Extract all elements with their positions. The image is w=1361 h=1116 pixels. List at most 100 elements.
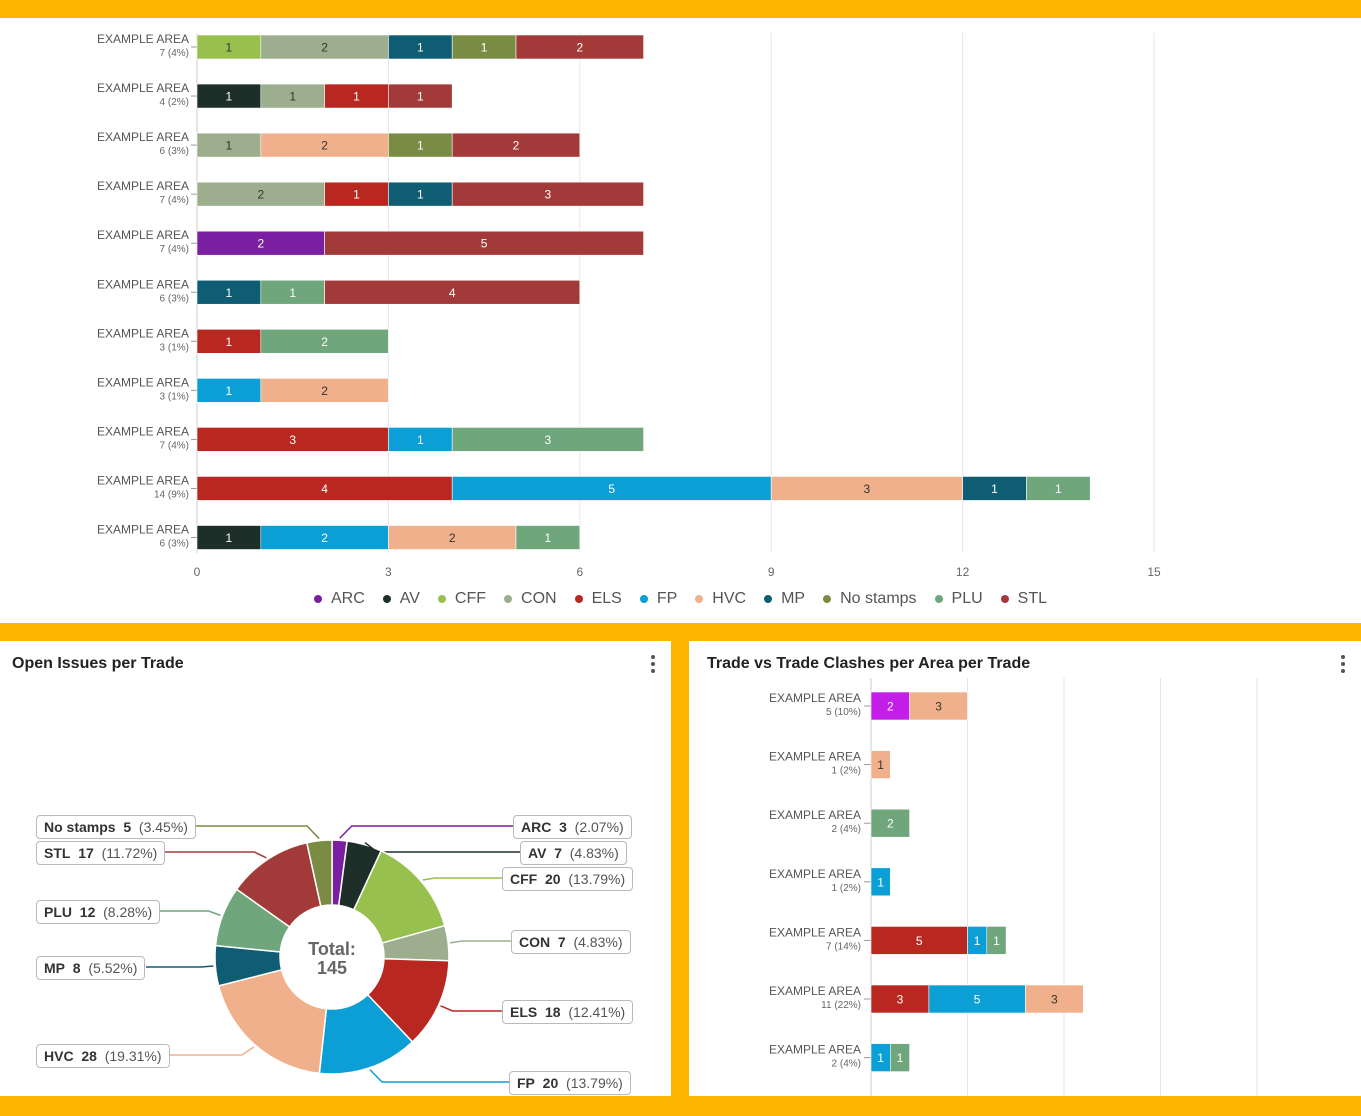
bar-segment-stl[interactable] [324, 279, 581, 305]
bar-segment-plu[interactable] [260, 328, 389, 354]
bar-segment-mp[interactable] [388, 34, 453, 60]
open-issues-donut-chart: Total:145 [146, 825, 520, 1083]
legend-dot-icon [574, 595, 583, 603]
bar-segment-stl[interactable] [451, 132, 581, 158]
legend-item-els[interactable]: ELS [574, 590, 622, 608]
clashes-menu-icon[interactable] [1339, 655, 1347, 673]
bar-segment-els[interactable] [870, 926, 968, 955]
bar-segment-cff[interactable] [196, 34, 262, 60]
bar-segment-els[interactable] [196, 476, 453, 501]
callout-percent: (13.79%) [560, 871, 626, 887]
callout-trade-count: FP 20 [517, 1075, 559, 1091]
legend-item-no-stamps[interactable]: No stamps [823, 590, 917, 608]
bar-value-label: 1 [226, 139, 233, 153]
area-label: EXAMPLE AREA [769, 925, 861, 939]
bar-segment-hvc[interactable] [770, 476, 963, 501]
bar-value-label: 2 [321, 41, 328, 55]
legend-item-arc[interactable]: ARC [313, 590, 365, 608]
bar-value-label: 1 [226, 286, 233, 300]
bar-segment-els[interactable] [324, 181, 389, 207]
callout-percent: (4.83%) [561, 845, 619, 861]
bar-value-label: 3 [864, 482, 871, 496]
legend-label: PLU [951, 590, 983, 607]
legend-label: MP [781, 590, 806, 607]
bar-segment-hvc[interactable] [260, 378, 389, 403]
bar-segment-els[interactable] [870, 984, 930, 1014]
bar-segment-hvc[interactable] [260, 132, 389, 158]
bar-segment-hvc[interactable] [909, 691, 968, 721]
bar-segment-els[interactable] [324, 83, 389, 109]
legend-item-hvc[interactable]: HVC [695, 590, 746, 608]
bar-segment-stl[interactable] [515, 34, 644, 60]
callout-no-stamps: No stamps 5 (3.45%) [36, 815, 196, 839]
bar-segment-plu[interactable] [870, 808, 910, 838]
bar-segment-hvc[interactable] [388, 525, 517, 550]
trade-legend: ARC AV CFF CON ELS FP HVC MP No stamps PLU STL [0, 590, 1361, 608]
bar-value-label: 1 [897, 1051, 904, 1065]
bar-value-label: 3 [289, 433, 296, 447]
legend-dot-icon [934, 595, 943, 603]
bar-segment-stl[interactable] [324, 230, 644, 256]
legend-item-con[interactable]: CON [504, 590, 557, 608]
bar-segment-arc[interactable] [870, 691, 910, 721]
bar-segment-fp[interactable] [196, 378, 262, 403]
open-issues-menu-icon[interactable] [649, 655, 657, 673]
bar-segment-els[interactable] [196, 427, 389, 452]
bar-segment-plu[interactable] [1026, 476, 1091, 501]
legend-item-stl[interactable]: STL [1000, 590, 1047, 608]
bar-value-label: 2 [321, 335, 328, 349]
area-count-label: 14 (9%) [154, 489, 189, 500]
bar-segment-plu[interactable] [451, 427, 644, 452]
bar-segment-mp[interactable] [196, 279, 262, 305]
legend-item-cff[interactable]: CFF [437, 590, 487, 608]
bar-value-label: 2 [321, 139, 328, 153]
bar-value-label: 3 [897, 993, 904, 1007]
legend-item-mp[interactable]: MP [764, 590, 805, 608]
bar-segment-av[interactable] [196, 525, 262, 550]
bar-segment-av[interactable] [196, 83, 262, 109]
bar-segment-con[interactable] [196, 181, 325, 207]
bar-segment-con[interactable] [260, 83, 325, 109]
bar-segment-arc[interactable] [196, 230, 325, 256]
area-label: EXAMPLE AREA [769, 1043, 861, 1057]
bar-segment-hvc[interactable] [1025, 984, 1084, 1014]
bar-segment-fp[interactable] [260, 525, 389, 550]
area-label: EXAMPLE AREA [769, 984, 861, 998]
legend-dot-icon [313, 595, 322, 603]
area-label: EXAMPLE AREA [97, 81, 189, 95]
bar-segment-con[interactable] [196, 132, 262, 158]
bar-segment-fp[interactable] [870, 867, 891, 897]
legend-dot-icon [504, 595, 513, 603]
bar-segment-stl[interactable] [388, 83, 453, 109]
bar-value-label: 1 [353, 90, 360, 104]
bar-segment-hvc[interactable] [870, 750, 891, 779]
bar-segment-con[interactable] [260, 34, 389, 60]
area-count-label: 7 (14%) [826, 941, 861, 952]
bar-segment-no-stamps[interactable] [451, 34, 517, 60]
bar-segment-mp[interactable] [388, 181, 453, 207]
clashes-bar-chart: EXAMPLE AREA 5 (10%) 2 3 EXAMPLE AREA 1 (2%) 1… [769, 678, 1258, 1096]
callout-stl: STL 17 (11.72%) [36, 841, 166, 865]
callout-trade-count: MP 8 [44, 960, 81, 976]
bar-segment-plu[interactable] [986, 926, 1007, 955]
legend-item-plu[interactable]: PLU [934, 590, 983, 608]
bar-segment-plu[interactable] [515, 525, 581, 550]
bar-segment-plu[interactable] [260, 279, 325, 305]
legend-label: CFF [454, 590, 487, 607]
bar-segment-plu[interactable] [890, 1043, 910, 1072]
bar-segment-stl[interactable] [451, 181, 644, 207]
legend-item-fp[interactable]: FP [639, 590, 677, 608]
bar-segment-fp[interactable] [928, 984, 1026, 1014]
callout-trade-count: HVC 28 [44, 1048, 97, 1064]
bar-segment-fp[interactable] [388, 427, 453, 452]
bar-value-label: 1 [991, 482, 998, 496]
bar-value-label: 1 [226, 335, 233, 349]
area-count-label: 7 (4%) [160, 48, 189, 59]
callout-mp: MP 8 (5.52%) [36, 956, 146, 980]
bar-value-label: 1 [545, 531, 552, 545]
legend-item-av[interactable]: AV [382, 590, 420, 608]
callout-leader-line [450, 940, 511, 944]
area-count-label: 4 (2%) [160, 97, 189, 108]
legend-dot-icon [764, 595, 773, 603]
callout-percent: (11.72%) [93, 845, 158, 861]
